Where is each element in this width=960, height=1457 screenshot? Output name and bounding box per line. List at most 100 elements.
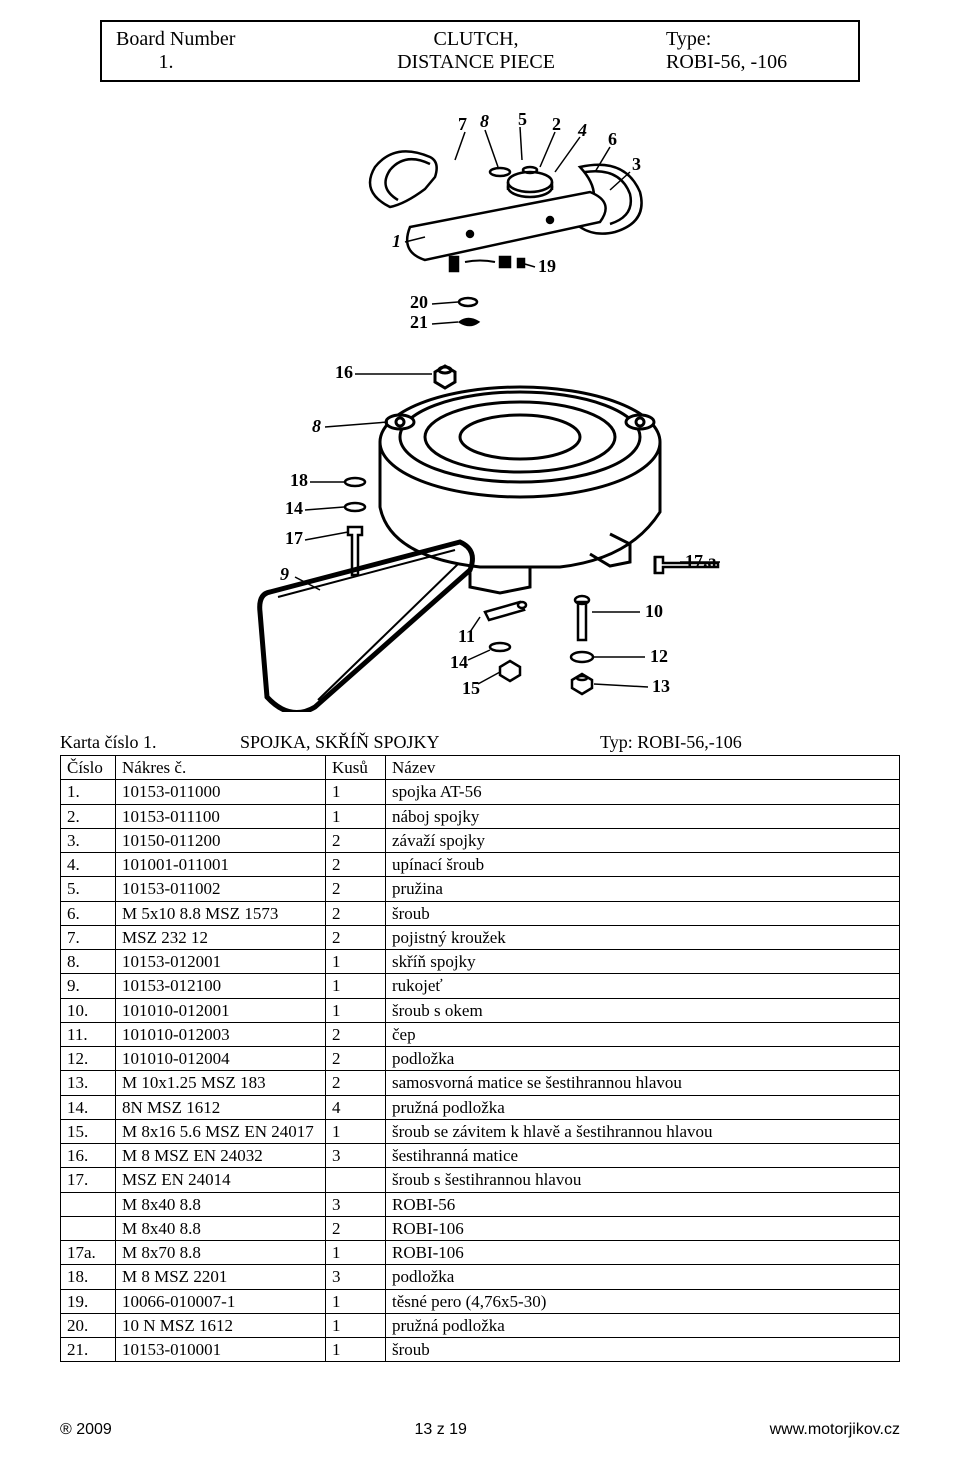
cell-number: 4. [61, 853, 116, 877]
cell-qty: 1 [326, 1338, 386, 1362]
cell-qty: 2 [326, 1022, 386, 1046]
cell-drawing: 10153-011100 [116, 804, 326, 828]
table-row: 5.10153-0110022pružina [61, 877, 900, 901]
table-row: 6.M 5x10 8.8 MSZ 15732šroub [61, 901, 900, 925]
table-row: 8.10153-0120011skříň spojky [61, 950, 900, 974]
cell-number: 14. [61, 1095, 116, 1119]
cell-number: 8. [61, 950, 116, 974]
cell-qty: 2 [326, 925, 386, 949]
svg-text:4: 4 [577, 120, 587, 140]
cell-name: podložka [386, 1047, 900, 1071]
col-drawing: Nákres č. [116, 756, 326, 780]
header-board-label: Board Number [116, 28, 336, 51]
cell-number: 12. [61, 1047, 116, 1071]
cell-qty: 1 [326, 1119, 386, 1143]
cell-name: šestihranná matice [386, 1144, 900, 1168]
svg-text:18: 18 [290, 470, 308, 490]
cell-drawing: M 8x16 5.6 MSZ EN 24017 [116, 1119, 326, 1143]
footer-copyright: ® 2009 [60, 1421, 112, 1439]
table-row: 14.8N MSZ 16124pružná podložka [61, 1095, 900, 1119]
section-name: SPOJKA, SKŘÍŇ SPOJKY [240, 732, 600, 753]
cell-drawing: MSZ EN 24014 [116, 1168, 326, 1192]
cell-name: šroub s okem [386, 998, 900, 1022]
cell-number: 9. [61, 974, 116, 998]
cell-drawing: 10153-012001 [116, 950, 326, 974]
cell-number: 15. [61, 1119, 116, 1143]
cell-number: 3. [61, 828, 116, 852]
table-row: 18.M 8 MSZ 22013podložka [61, 1265, 900, 1289]
diagram-container: 7 8 5 2 4 6 3 1 19 20 21 16 8 18 14 17 9… [60, 112, 900, 712]
cell-drawing: 10153-011000 [116, 780, 326, 804]
cell-qty: 2 [326, 901, 386, 925]
footer-page: 13 z 19 [414, 1421, 466, 1439]
cell-name: pružná podložka [386, 1095, 900, 1119]
header-title-1: CLUTCH, [336, 28, 616, 51]
cell-number: 11. [61, 1022, 116, 1046]
header-box: Board Number CLUTCH, Type: 1. DISTANCE P… [100, 20, 860, 82]
exploded-diagram: 7 8 5 2 4 6 3 1 19 20 21 16 8 18 14 17 9… [200, 112, 760, 712]
page-footer: ® 2009 13 z 19 www.motorjikov.cz [60, 1421, 900, 1439]
cell-drawing: 8N MSZ 1612 [116, 1095, 326, 1119]
header-type-value: ROBI-56, -106 [616, 51, 844, 74]
cell-qty: 1 [326, 974, 386, 998]
cell-name: závaží spojky [386, 828, 900, 852]
table-row: 19.10066-010007-11těsné pero (4,76x5-30) [61, 1289, 900, 1313]
cell-name: ROBI-106 [386, 1241, 900, 1265]
cell-drawing: M 5x10 8.8 MSZ 1573 [116, 901, 326, 925]
cell-qty: 1 [326, 804, 386, 828]
cell-number: 16. [61, 1144, 116, 1168]
cell-qty: 1 [326, 1289, 386, 1313]
cell-qty: 2 [326, 1071, 386, 1095]
header-row-2: 1. DISTANCE PIECE ROBI-56, -106 [116, 51, 844, 74]
header-board-number: 1. [116, 51, 336, 74]
svg-text:2: 2 [552, 114, 561, 134]
cell-qty: 3 [326, 1144, 386, 1168]
cell-number [61, 1192, 116, 1216]
table-row: 11.101010-0120032čep [61, 1022, 900, 1046]
cell-number: 18. [61, 1265, 116, 1289]
table-row: 10.101010-0120011šroub s okem [61, 998, 900, 1022]
table-row: 9.10153-0121001rukojeť [61, 974, 900, 998]
cell-number: 7. [61, 925, 116, 949]
cell-name: pojistný kroužek [386, 925, 900, 949]
svg-text:9: 9 [280, 564, 289, 584]
cell-number: 2. [61, 804, 116, 828]
table-header-row: Číslo Nákres č. Kusů Název [61, 756, 900, 780]
table-row: 20.10 N MSZ 16121pružná podložka [61, 1313, 900, 1337]
cell-drawing: M 8x70 8.8 [116, 1241, 326, 1265]
cell-name: ROBI-56 [386, 1192, 900, 1216]
cell-name: spojka AT-56 [386, 780, 900, 804]
svg-text:7: 7 [458, 114, 467, 134]
section-type: Typ: ROBI-56,-106 [600, 732, 900, 753]
table-row: 2.10153-0111001náboj spojky [61, 804, 900, 828]
cell-drawing: 10153-010001 [116, 1338, 326, 1362]
header-row-1: Board Number CLUTCH, Type: [116, 28, 844, 51]
cell-name: upínací šroub [386, 853, 900, 877]
cell-qty: 3 [326, 1265, 386, 1289]
cell-number: 1. [61, 780, 116, 804]
cell-drawing: 10150-011200 [116, 828, 326, 852]
cell-drawing: M 8x40 8.8 [116, 1216, 326, 1240]
cell-qty [326, 1168, 386, 1192]
cell-qty: 1 [326, 950, 386, 974]
table-row: 3.10150-0112002závaží spojky [61, 828, 900, 852]
footer-url: www.motorjikov.cz [770, 1421, 900, 1439]
cell-number: 6. [61, 901, 116, 925]
cell-name: šroub s šestihrannou hlavou [386, 1168, 900, 1192]
table-row: 16.M 8 MSZ EN 240323šestihranná matice [61, 1144, 900, 1168]
cell-qty: 1 [326, 1241, 386, 1265]
cell-number: 17. [61, 1168, 116, 1192]
cell-qty: 2 [326, 1047, 386, 1071]
cell-number: 13. [61, 1071, 116, 1095]
cell-name: šroub [386, 1338, 900, 1362]
parts-table: Číslo Nákres č. Kusů Název 1.10153-01100… [60, 755, 900, 1362]
cell-qty: 2 [326, 853, 386, 877]
cell-number: 20. [61, 1313, 116, 1337]
table-row: 17.MSZ EN 24014 šroub s šestihrannou hlav… [61, 1168, 900, 1192]
cell-number: 17a. [61, 1241, 116, 1265]
section-title: Karta číslo 1. SPOJKA, SKŘÍŇ SPOJKY Typ:… [60, 732, 900, 753]
svg-text:17.a: 17.a [685, 551, 717, 571]
svg-text:3: 3 [632, 154, 641, 174]
cell-number: 5. [61, 877, 116, 901]
svg-text:17: 17 [285, 528, 303, 548]
